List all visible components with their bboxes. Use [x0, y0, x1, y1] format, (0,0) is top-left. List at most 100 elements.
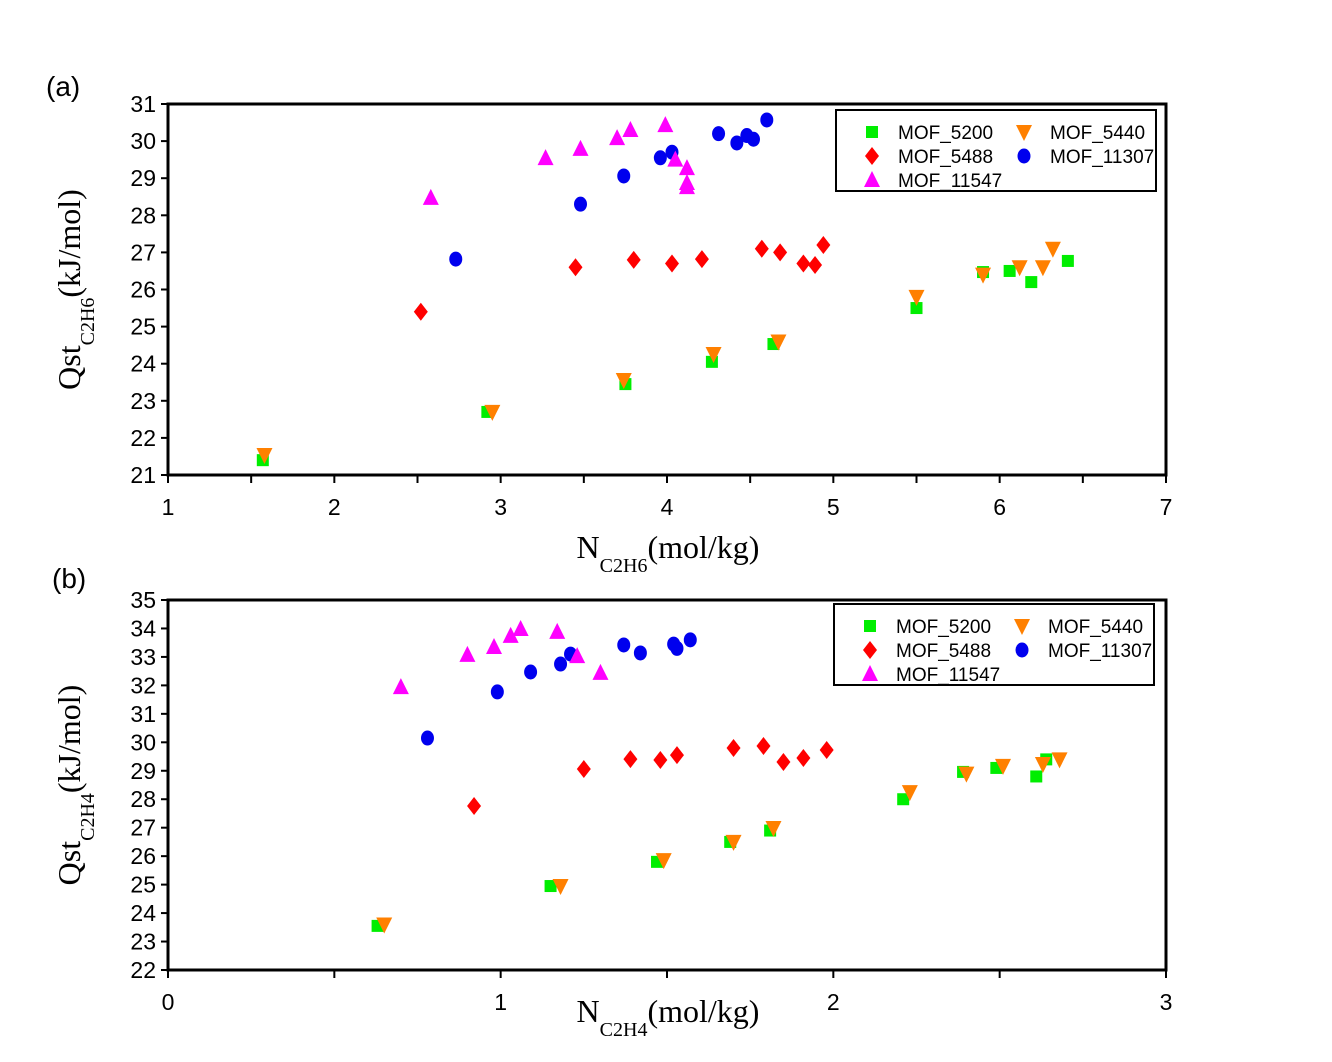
data-point — [459, 645, 476, 662]
series-MOF_11547 — [422, 116, 695, 205]
data-point — [554, 656, 568, 672]
x-label-sub: C2H4 — [600, 1019, 648, 1041]
legend-marker — [865, 147, 879, 165]
data-point — [694, 250, 709, 269]
data-point — [897, 793, 910, 806]
data-point — [609, 129, 626, 146]
x-tick-label: 1 — [162, 494, 175, 520]
data-point — [1061, 254, 1074, 267]
data-point — [901, 785, 918, 802]
data-point — [975, 267, 992, 284]
data-point — [910, 302, 923, 315]
legend-label: MOF_5488 — [896, 641, 991, 662]
legend: MOF_5200 MOF_5440 MOF_5488 MOF_11307 MOF_115… — [835, 109, 1157, 192]
legend-label: MOF_5200 — [898, 123, 993, 144]
data-point — [617, 168, 631, 184]
data-point — [502, 626, 519, 643]
panel-label: (a) — [46, 71, 80, 102]
data-point — [657, 116, 674, 133]
series-MOF_11307 — [449, 112, 774, 267]
data-point — [1051, 752, 1068, 769]
data-point — [576, 760, 591, 779]
data-point — [796, 254, 811, 273]
data-point — [746, 131, 760, 147]
y-tick-label: 21 — [130, 462, 156, 488]
x-tick-label: 4 — [661, 494, 674, 520]
data-point — [549, 622, 566, 639]
data-point — [670, 640, 684, 656]
data-point — [756, 737, 771, 756]
data-point — [490, 684, 504, 700]
data-point — [678, 178, 695, 195]
data-point — [568, 258, 583, 277]
x-tick-label: 0 — [162, 989, 175, 1015]
legend-label: MOF_5488 — [898, 147, 993, 168]
legend-label: MOF_5440 — [1048, 617, 1143, 638]
y-tick-label: 23 — [130, 388, 156, 414]
data-point — [765, 820, 782, 837]
legend-box — [833, 603, 1155, 686]
y-tick-label: 34 — [130, 615, 156, 641]
data-point — [773, 243, 788, 262]
x-tick-label: 2 — [827, 989, 840, 1015]
y-tick-label: 27 — [130, 239, 156, 265]
data-point — [256, 447, 273, 464]
y-tick-label: 29 — [130, 165, 156, 191]
data-point — [392, 678, 409, 695]
data-point — [622, 120, 639, 137]
y-tick-label: 24 — [130, 900, 156, 926]
data-point — [655, 853, 672, 870]
y-label-unit: (kJ/mol) — [51, 685, 87, 793]
x-label-unit: (mol/kg) — [647, 529, 759, 565]
y-axis-label: QstC2H4(kJ/mol) — [51, 685, 99, 886]
data-point — [626, 250, 641, 269]
data-point — [1011, 260, 1028, 277]
legend-marker — [862, 665, 878, 681]
data-point — [958, 766, 975, 783]
x-tick-label: 2 — [328, 494, 341, 520]
data-point — [484, 404, 501, 421]
data-point — [633, 645, 647, 661]
data-point — [664, 254, 679, 273]
y-tick-label: 24 — [130, 351, 156, 377]
data-point — [413, 302, 428, 321]
data-point — [420, 730, 434, 746]
legend-marker — [1015, 642, 1029, 658]
data-point — [726, 739, 741, 757]
data-point — [776, 752, 791, 771]
data-point — [730, 135, 744, 151]
x-label-unit: (mol/kg) — [647, 993, 759, 1029]
data-point — [1044, 241, 1061, 258]
legend-label: MOF_11547 — [896, 665, 1000, 686]
data-point — [574, 196, 588, 212]
y-tick-label: 32 — [130, 672, 156, 698]
data-point — [376, 917, 393, 934]
data-point — [467, 797, 482, 816]
data-point — [512, 620, 529, 637]
series-MOF_5440 — [376, 752, 1068, 934]
data-point — [712, 126, 726, 142]
legend-label: MOF_11547 — [898, 171, 1002, 192]
data-point — [770, 334, 787, 351]
legend-marker — [866, 126, 878, 138]
data-point — [422, 188, 439, 205]
data-point — [908, 289, 925, 306]
series-MOF_5200 — [256, 254, 1074, 467]
y-label-sub: C2H4 — [77, 793, 99, 841]
data-point — [653, 750, 668, 769]
y-tick-label: 22 — [130, 425, 156, 451]
y-tick-label: 25 — [130, 872, 156, 898]
data-point — [524, 664, 538, 680]
data-point — [623, 750, 638, 769]
y-tick-label: 31 — [130, 91, 156, 117]
data-point — [760, 112, 774, 128]
y-tick-label: 25 — [130, 314, 156, 340]
data-point — [754, 239, 769, 258]
series-MOF_5488 — [413, 235, 831, 321]
x-tick-label: 6 — [993, 494, 1006, 520]
data-point — [808, 256, 823, 275]
legend-marker — [863, 641, 877, 659]
x-tick-label: 3 — [1160, 989, 1173, 1015]
y-tick-label: 29 — [130, 758, 156, 784]
